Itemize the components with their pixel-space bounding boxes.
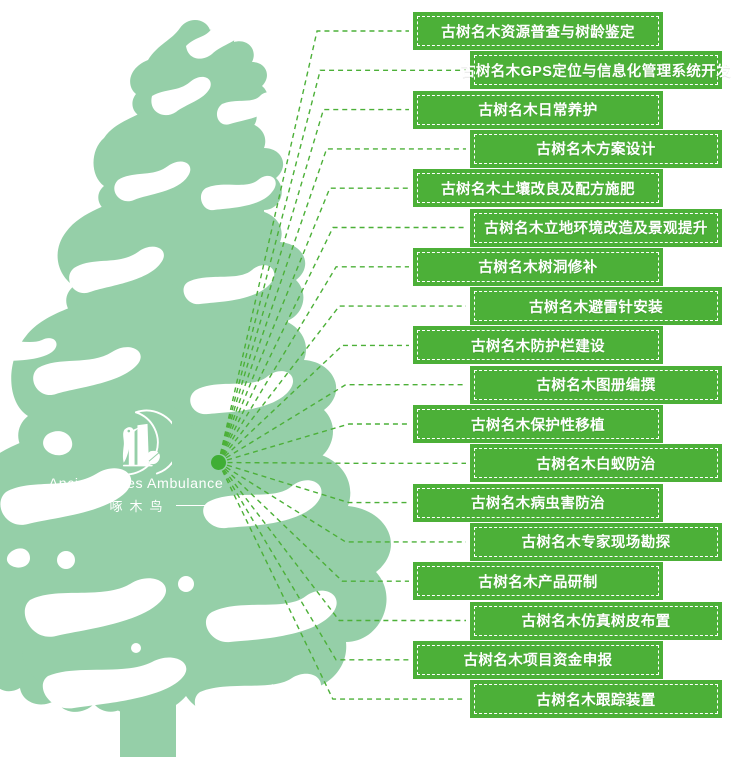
service-box[interactable]: 古树名木资源普查与树龄鉴定 (413, 12, 663, 50)
service-box-label: 古树名木避雷针安装 (528, 299, 664, 316)
service-box[interactable]: 古树名木病虫害防治 (413, 483, 663, 522)
connector-line (217, 462, 466, 622)
connector-line (217, 30, 409, 463)
service-box-label: 古树名木资源普查与树龄鉴定 (441, 24, 635, 41)
connector-line (218, 384, 466, 464)
service-box-label: 古树名木产品研制 (478, 574, 598, 591)
connector-line (218, 461, 409, 504)
service-box-label: 古树名木土壤改良及配方施肥 (441, 181, 635, 198)
service-box[interactable]: 古树名木跟踪装置 (470, 680, 722, 719)
service-box-label: 古树名木保护性移植 (470, 417, 606, 434)
connector-line (217, 305, 466, 463)
service-box-label: 古树名木防护栏建设 (470, 338, 606, 355)
service-box[interactable]: 古树名木白蚁防治 (470, 444, 722, 483)
connector-line (217, 226, 466, 463)
service-box[interactable]: 古树名木仿真树皮布置 (470, 601, 722, 640)
service-box[interactable]: 古树名木图册编撰 (470, 365, 722, 404)
service-box-label: 古树名木仿真树皮布置 (521, 614, 671, 630)
connector-line (217, 187, 409, 463)
service-box[interactable]: 古树名木防护栏建设 (413, 326, 663, 365)
connector-line (217, 266, 409, 463)
connector-line (218, 423, 409, 464)
service-box[interactable]: 古树名木产品研制 (413, 562, 663, 601)
service-box[interactable]: 古树名木树洞修补 (413, 247, 663, 286)
connector-line (218, 461, 466, 543)
service-box[interactable]: 古树名木GPS定位与信息化管理系统开发 (461, 51, 731, 90)
connector-line (217, 462, 466, 700)
connector-line (217, 108, 409, 463)
service-box-label: 古树名木跟踪装置 (536, 692, 656, 709)
service-box-label: 古树名木白蚁防治 (536, 456, 656, 473)
service-box[interactable]: 古树名木专家现场勘探 (470, 522, 722, 561)
service-box-label: 古树名木项目资金申报 (463, 653, 613, 670)
service-box-label: 古树名木树洞修补 (478, 260, 598, 277)
connector-line (218, 461, 409, 582)
connector-line (217, 148, 466, 463)
service-box[interactable]: 古树名木日常养护 (413, 90, 663, 129)
connector-line (218, 461, 466, 464)
service-box-label: 古树名木方案设计 (536, 142, 656, 159)
service-box[interactable]: 古树名木避雷针安装 (470, 287, 722, 326)
service-box-label: 古树名木专家现场勘探 (521, 535, 671, 552)
service-box[interactable]: 古树名木项目资金申报 (413, 640, 663, 679)
service-box-label: 古树名木日常养护 (478, 103, 598, 120)
connector-line (217, 462, 409, 661)
service-box-label: 古树名木图册编撰 (536, 378, 656, 395)
service-box-label: 古树名木立地环境改造及景观提升 (484, 221, 708, 237)
service-box[interactable]: 古树名木立地环境改造及景观提升 (470, 208, 722, 247)
service-box[interactable]: 古树名木方案设计 (470, 129, 722, 168)
service-box[interactable]: 古树名木土壤改良及配方施肥 (413, 169, 663, 208)
service-box[interactable]: 古树名木保护性移植 (413, 405, 663, 443)
service-hub-node (211, 455, 226, 470)
service-box-label: 古树名木病虫害防治 (470, 496, 606, 513)
connector-line (218, 344, 409, 464)
service-box-label: 古树名木GPS定位与信息化管理系统开发 (460, 63, 732, 80)
connector-line (217, 69, 466, 463)
